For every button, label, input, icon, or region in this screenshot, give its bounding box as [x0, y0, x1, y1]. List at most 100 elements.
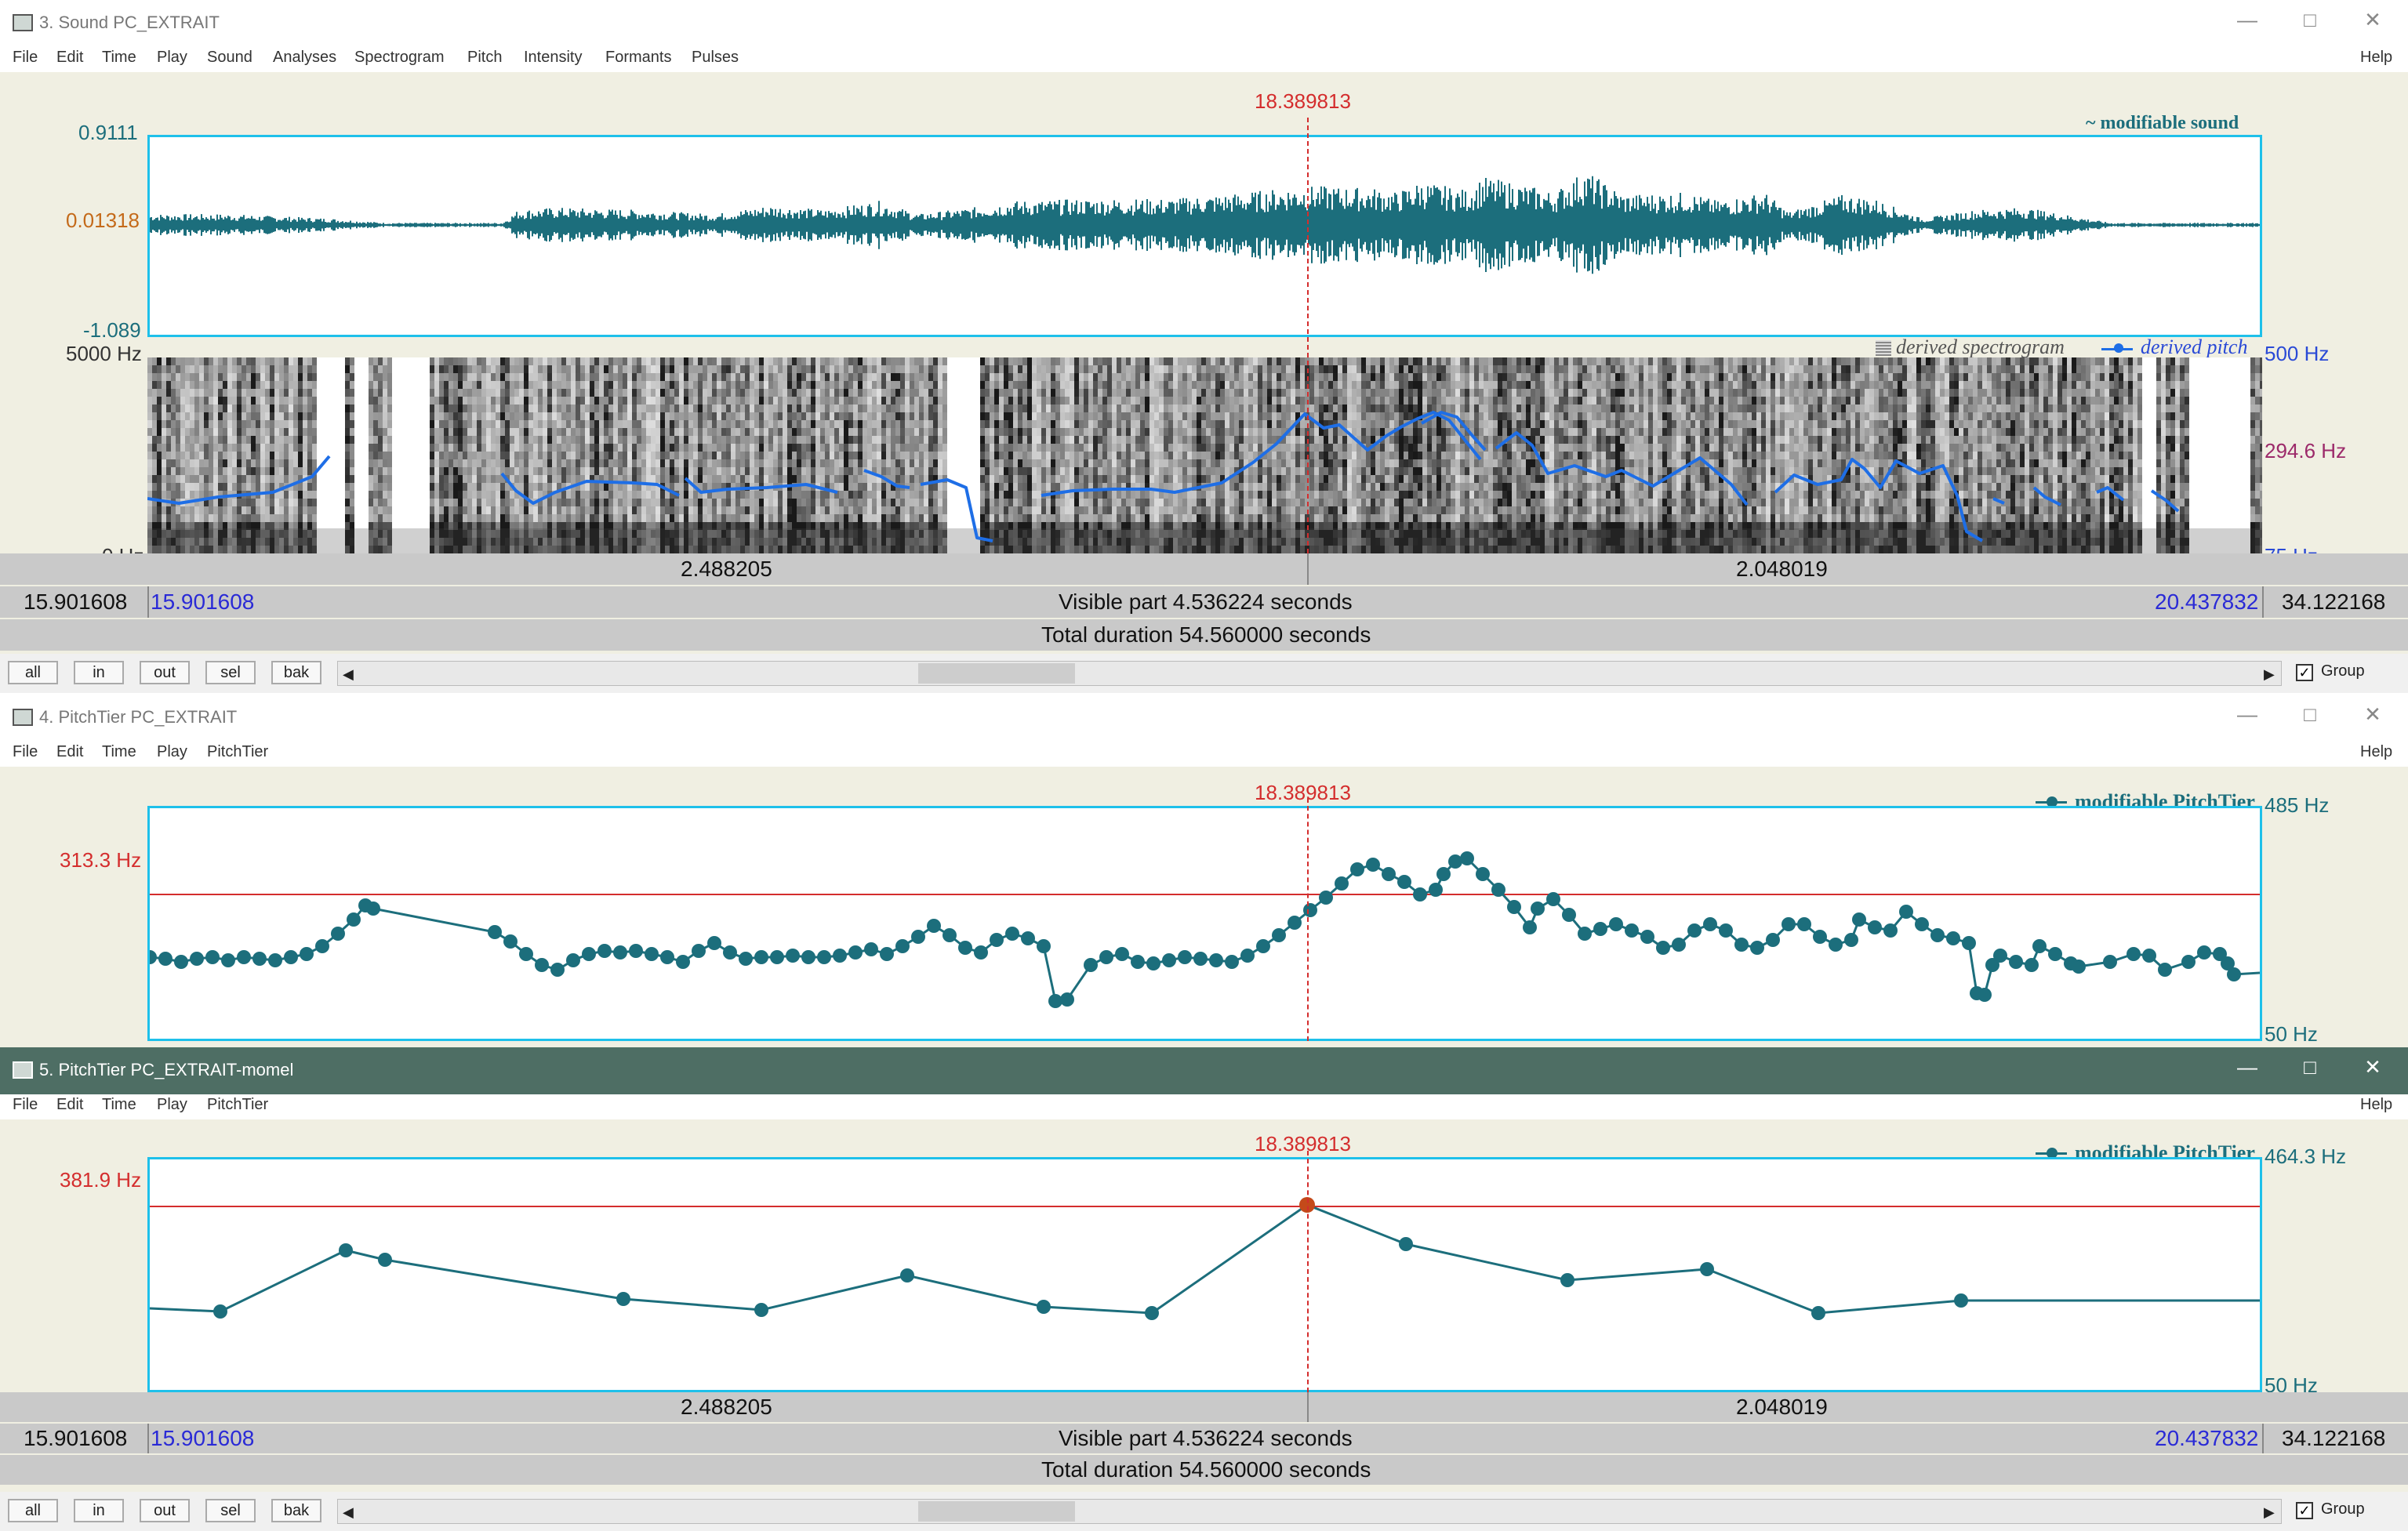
- scroll-right-icon[interactable]: ▶: [2264, 666, 2275, 682]
- menu-sound[interactable]: Sound: [207, 49, 252, 66]
- momel-titlebar[interactable]: 5. PitchTier PC_EXTRAIT-momel — □ ✕: [0, 1047, 2408, 1094]
- cursor-time-label: 18.389813: [1255, 1132, 1351, 1156]
- segment-divider: [1307, 553, 1309, 585]
- time-scrollbar[interactable]: ◀ ▶: [337, 661, 2282, 686]
- sound-titlebar[interactable]: 3. Sound PC_EXTRAIT — □ ✕: [0, 0, 2408, 47]
- time-scrollbar[interactable]: ◀ ▶: [337, 1499, 2282, 1524]
- menu-play[interactable]: Play: [157, 1096, 187, 1113]
- menu-time[interactable]: Time: [102, 1096, 136, 1113]
- sel-button[interactable]: sel: [205, 661, 256, 684]
- close-icon[interactable]: ✕: [2364, 702, 2381, 726]
- all-button[interactable]: all: [8, 661, 58, 684]
- segment-bar[interactable]: 2.488205 2.048019: [0, 1392, 2408, 1422]
- pitchtier-panel[interactable]: [147, 806, 2262, 1041]
- momel-panel[interactable]: [147, 1157, 2262, 1392]
- start-visible-time[interactable]: 15.901608: [151, 1426, 255, 1450]
- menu-help[interactable]: Help: [2360, 49, 2393, 66]
- total-bar[interactable]: Total duration 54.560000 seconds: [0, 619, 2408, 651]
- group-label: Group: [2321, 1500, 2365, 1518]
- pitchtier-canvas[interactable]: 18.389813 modifiable PitchTier 485 Hz 31…: [0, 767, 2408, 1047]
- sound-canvas[interactable]: 18.389813 ~ modifiable sound 0.9111 0.01…: [0, 72, 2408, 654]
- minimize-icon[interactable]: —: [2237, 702, 2257, 726]
- momel-canvas[interactable]: 18.389813 modifiable PitchTier 464.3 Hz …: [0, 1119, 2408, 1492]
- segment-bar[interactable]: 2.488205 2.048019: [0, 553, 2408, 585]
- window-icon: [13, 1061, 33, 1079]
- pitch-top-label: 500 Hz: [2265, 342, 2330, 365]
- sel-button[interactable]: sel: [205, 1499, 256, 1522]
- menu-time[interactable]: Time: [102, 743, 136, 760]
- end-total-time[interactable]: 34.122168: [2282, 590, 2386, 614]
- momel-contour: [150, 1197, 2260, 1320]
- visible-bar[interactable]: 15.901608 15.901608 Visible part 4.53622…: [0, 586, 2408, 618]
- menu-intensity[interactable]: Intensity: [524, 49, 583, 66]
- total-bar[interactable]: Total duration 54.560000 seconds: [0, 1455, 2408, 1485]
- menu-pitchtier[interactable]: PitchTier: [207, 743, 269, 760]
- scroll-left-icon[interactable]: ◀: [343, 1504, 354, 1520]
- end-total-time[interactable]: 34.122168: [2282, 1426, 2386, 1450]
- sound-menubar: File Edit Time Play Sound Analyses Spect…: [0, 47, 2408, 72]
- left-segment-duration[interactable]: 2.488205: [681, 1395, 772, 1419]
- maximize-icon[interactable]: □: [2304, 702, 2316, 726]
- total-duration-label[interactable]: Total duration 54.560000 seconds: [1041, 1457, 1371, 1482]
- in-button[interactable]: in: [74, 661, 124, 684]
- start-total-time[interactable]: 15.901608: [24, 1426, 128, 1450]
- menu-time[interactable]: Time: [102, 49, 136, 66]
- maximize-icon[interactable]: □: [2304, 8, 2316, 31]
- minimize-icon[interactable]: —: [2237, 1055, 2257, 1079]
- visible-bar-divider-right: [2262, 1424, 2264, 1453]
- close-icon[interactable]: ✕: [2364, 1055, 2381, 1079]
- left-segment-duration[interactable]: 2.488205: [681, 557, 772, 581]
- menu-edit[interactable]: Edit: [56, 743, 84, 760]
- spectrogram: [147, 357, 2262, 553]
- menu-analyses[interactable]: Analyses: [273, 49, 337, 66]
- menu-file[interactable]: File: [13, 49, 38, 66]
- start-total-time[interactable]: 15.901608: [24, 590, 128, 614]
- visible-part-label[interactable]: Visible part 4.536224 seconds: [1059, 1426, 1353, 1450]
- menu-pitchtier[interactable]: PitchTier: [207, 1096, 269, 1113]
- menu-help[interactable]: Help: [2360, 1096, 2393, 1113]
- menu-pitch[interactable]: Pitch: [467, 49, 503, 66]
- scrollbar-thumb[interactable]: [918, 663, 1075, 684]
- menu-play[interactable]: Play: [157, 743, 187, 760]
- scroll-right-icon[interactable]: ▶: [2264, 1504, 2275, 1520]
- right-segment-duration[interactable]: 2.048019: [1736, 557, 1828, 581]
- scroll-left-icon[interactable]: ◀: [343, 666, 354, 682]
- pitchtier-window: 4. PitchTier PC_EXTRAIT — □ ✕ File Edit …: [0, 695, 2408, 1047]
- menu-formants[interactable]: Formants: [605, 49, 672, 66]
- visible-part-label[interactable]: Visible part 4.536224 seconds: [1059, 590, 1353, 614]
- waveform-panel[interactable]: [147, 135, 2262, 337]
- out-button[interactable]: out: [140, 661, 190, 684]
- sound-button-row: all in out sel bak ◀ ▶ ✓ Group: [0, 654, 2408, 693]
- total-duration-label[interactable]: Total duration 54.560000 seconds: [1041, 622, 1371, 647]
- right-segment-duration[interactable]: 2.048019: [1736, 1395, 1828, 1419]
- scrollbar-thumb[interactable]: [918, 1501, 1075, 1522]
- pitchtier-cursor-value: 313.3 Hz: [60, 848, 142, 872]
- sound-cursor-line: [1307, 118, 1309, 553]
- end-visible-time[interactable]: 20.437832: [2155, 1426, 2259, 1450]
- checkbox-checked-icon[interactable]: ✓: [2296, 664, 2313, 681]
- menu-spectrogram[interactable]: Spectrogram: [354, 49, 445, 66]
- menu-file[interactable]: File: [13, 1096, 38, 1113]
- momel-menubar: File Edit Time Play PitchTier Help: [0, 1094, 2408, 1119]
- maximize-icon[interactable]: □: [2304, 1055, 2316, 1079]
- end-visible-time[interactable]: 20.437832: [2155, 590, 2259, 614]
- close-icon[interactable]: ✕: [2364, 8, 2381, 31]
- checkbox-checked-icon[interactable]: ✓: [2296, 1502, 2313, 1519]
- visible-bar[interactable]: 15.901608 15.901608 Visible part 4.53622…: [0, 1424, 2408, 1453]
- in-button[interactable]: in: [74, 1499, 124, 1522]
- start-visible-time[interactable]: 15.901608: [151, 590, 255, 614]
- menu-edit[interactable]: Edit: [56, 49, 84, 66]
- out-button[interactable]: out: [140, 1499, 190, 1522]
- all-button[interactable]: all: [8, 1499, 58, 1522]
- wave-min-label: -1.089: [83, 318, 141, 342]
- menu-file[interactable]: File: [13, 743, 38, 760]
- spectrogram-panel[interactable]: [147, 357, 2262, 553]
- bak-button[interactable]: bak: [271, 1499, 321, 1522]
- menu-play[interactable]: Play: [157, 49, 187, 66]
- minimize-icon[interactable]: —: [2237, 8, 2257, 31]
- bak-button[interactable]: bak: [271, 661, 321, 684]
- menu-edit[interactable]: Edit: [56, 1096, 84, 1113]
- pitchtier-titlebar[interactable]: 4. PitchTier PC_EXTRAIT — □ ✕: [0, 695, 2408, 742]
- menu-pulses[interactable]: Pulses: [692, 49, 739, 66]
- menu-help[interactable]: Help: [2360, 743, 2393, 760]
